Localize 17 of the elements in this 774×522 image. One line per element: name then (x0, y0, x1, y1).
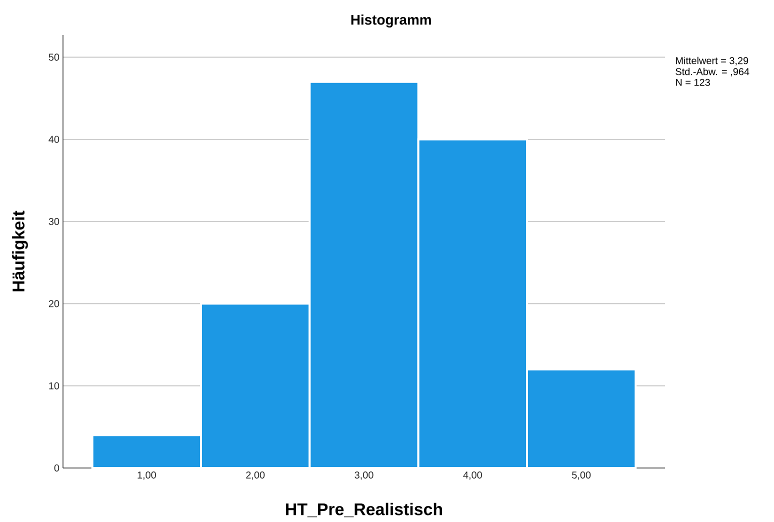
text: Std.-Abw. = ,964 (676, 68, 750, 76)
y-axis-title: Häufigkeit (12, 210, 28, 292)
x-tick-label: 2,00 (246, 472, 265, 480)
text: Mittelwert = 3,29 (676, 56, 748, 66)
x-tick-label: 1,00 (138, 472, 156, 480)
y-tick-label: 40 (48, 136, 60, 143)
chart-title: Histogramm (351, 14, 431, 28)
x-tick-label: 5,00 (572, 472, 591, 480)
x-tick-label: 3,00 (354, 472, 374, 480)
y-tick-label: 50 (48, 54, 60, 61)
y-tick-label: 30 (48, 218, 60, 226)
text: N = 123 (676, 78, 710, 86)
y-tick-label: 10 (49, 382, 60, 390)
x-tick-label: 4,00 (463, 472, 482, 480)
y-tick-label: 20 (48, 300, 60, 308)
x-axis-title: HT_Pre_Realistisch (286, 502, 442, 518)
y-tick-label: 0 (54, 464, 60, 472)
